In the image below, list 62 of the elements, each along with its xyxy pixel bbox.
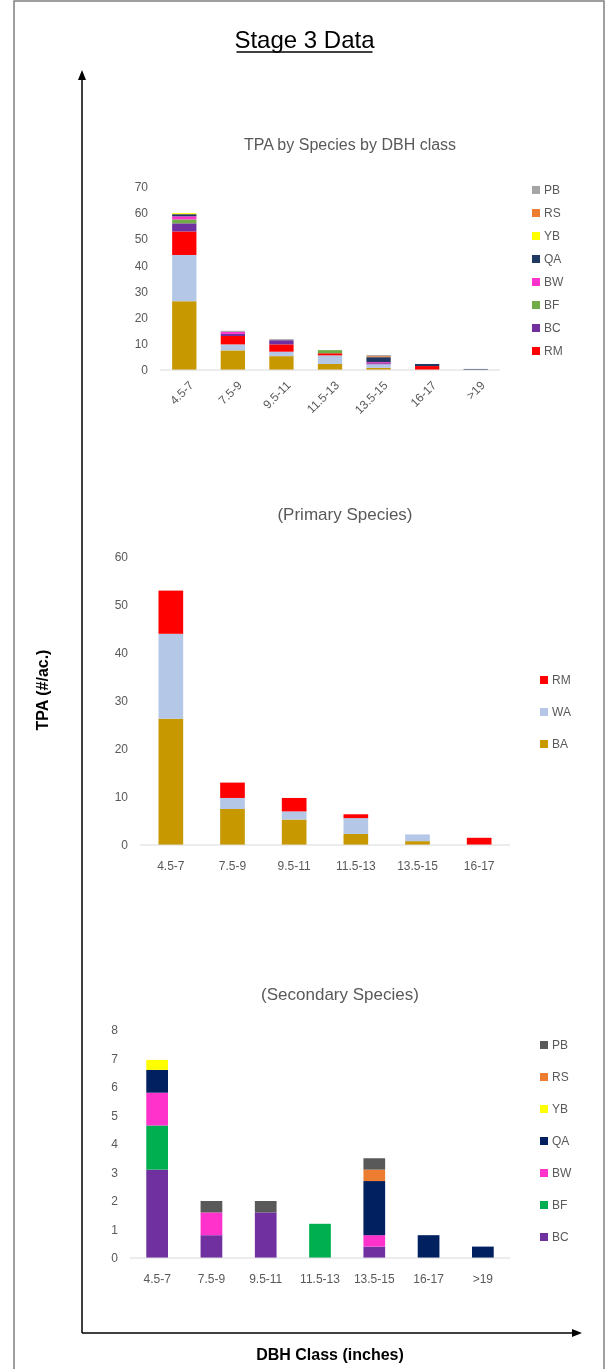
- x-tick-label: 16-17: [463, 858, 495, 873]
- legend-label: WA: [552, 705, 571, 720]
- y-tick-label: 10: [134, 337, 149, 352]
- chart-title: Stage 3 Data: [234, 26, 376, 53]
- y-tick-label: 10: [114, 790, 129, 805]
- legend-label: BW: [552, 1166, 572, 1181]
- chart-title: (Secondary Species): [261, 985, 419, 1004]
- legend-label: RS: [544, 206, 561, 221]
- chart-subtitle: TPA by Species by DBH class: [243, 136, 457, 153]
- x-tick-label: >19: [472, 1271, 494, 1286]
- chart-title: (Primary Species): [277, 505, 413, 524]
- y-tick-label: 1: [111, 1222, 119, 1237]
- y-tick-label: 5: [111, 1108, 119, 1123]
- y-tick-label: 60: [134, 206, 149, 221]
- y-axis-title: TPA (#/ac.): [34, 649, 51, 731]
- y-tick-label: 0: [141, 363, 149, 378]
- y-tick-label: 8: [111, 1023, 119, 1038]
- y-tick-label: 4: [111, 1137, 119, 1152]
- x-tick-label: 4.5-7: [157, 858, 185, 873]
- x-tick-label: 4.5-7: [143, 1271, 172, 1286]
- legend-label: RM: [544, 344, 563, 359]
- x-tick-label: >19: [463, 377, 488, 403]
- y-tick-label: 30: [134, 284, 149, 299]
- x-tick-label: 9.5-11: [277, 858, 312, 873]
- y-tick-label: 0: [121, 838, 129, 853]
- y-tick-label: 30: [114, 694, 129, 709]
- legend-label: BA: [552, 737, 569, 752]
- y-tick-label: 3: [111, 1165, 119, 1180]
- y-tick-label: 50: [114, 598, 129, 613]
- y-tick-label: 0: [111, 1251, 119, 1266]
- y-tick-label: 7: [111, 1051, 119, 1066]
- y-tick-label: 40: [134, 258, 149, 273]
- x-tick-label: 16-17: [413, 1271, 445, 1286]
- x-tick-label: 7.5-9: [197, 1271, 226, 1286]
- legend-label: QA: [552, 1134, 570, 1149]
- x-tick-label: 13.5-15: [353, 1271, 395, 1286]
- legend-label: YB: [552, 1102, 569, 1117]
- x-tick-label: 11.5-13: [300, 1271, 341, 1286]
- legend-label: RS: [552, 1070, 569, 1085]
- x-axis-title: DBH Class (inches): [256, 1346, 404, 1363]
- legend-label: QA: [544, 252, 562, 267]
- x-tick-label: 7.5-9: [218, 858, 247, 873]
- y-tick-label: 6: [111, 1080, 119, 1095]
- y-tick-label: 40: [114, 646, 129, 661]
- y-tick-label: 2: [111, 1194, 119, 1209]
- x-tick-label: 13.5-15: [397, 858, 439, 873]
- legend-label: BW: [544, 275, 564, 290]
- legend-label: YB: [544, 229, 561, 244]
- y-tick-label: 70: [134, 180, 149, 195]
- y-tick-label: 60: [114, 550, 129, 565]
- y-tick-label: 20: [114, 742, 129, 757]
- legend-label: BC: [544, 321, 561, 336]
- legend-label: BC: [552, 1230, 569, 1245]
- legend-label: PB: [544, 183, 561, 198]
- y-tick-label: 50: [134, 232, 149, 247]
- legend-label: BF: [544, 298, 560, 313]
- legend-label: RM: [552, 673, 571, 688]
- legend-label: BF: [552, 1198, 568, 1213]
- x-tick-label: 9.5-11: [249, 1271, 283, 1286]
- x-tick-label: 11.5-13: [335, 858, 377, 873]
- legend-label: PB: [552, 1038, 569, 1053]
- y-tick-label: 20: [134, 310, 149, 325]
